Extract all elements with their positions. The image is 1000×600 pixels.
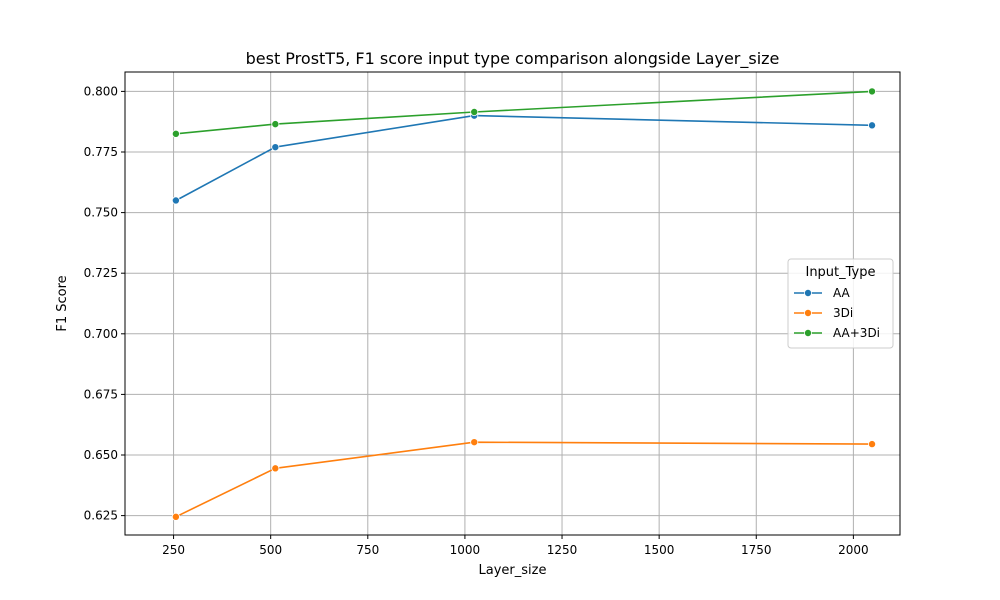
legend-swatch-marker bbox=[804, 288, 813, 297]
x-axis-label: Layer_size bbox=[479, 563, 547, 578]
y-tick-label: 0.675 bbox=[84, 387, 118, 401]
series-line-aa-3di bbox=[175, 90, 873, 135]
series-line-aa bbox=[175, 114, 873, 202]
data-point-3di bbox=[470, 438, 479, 447]
x-tick-label: 1250 bbox=[547, 543, 578, 557]
chart-title: best ProstT5, F1 score input type compar… bbox=[246, 49, 780, 69]
x-tick-label: 1500 bbox=[644, 543, 675, 557]
y-tick-label: 0.750 bbox=[84, 206, 118, 220]
x-tick-label: 750 bbox=[356, 543, 379, 557]
y-tick-label: 0.700 bbox=[84, 327, 118, 341]
y-axis-label: F1 Score bbox=[55, 275, 70, 331]
legend-box bbox=[787, 258, 894, 349]
data-point-3di bbox=[171, 512, 180, 521]
y-tick-label: 0.625 bbox=[84, 509, 118, 523]
series-aa bbox=[171, 111, 877, 205]
data-point-aa-3di bbox=[470, 107, 479, 116]
legend-item-aa-3di: AA+3Di bbox=[794, 326, 880, 340]
data-point-aa-3di bbox=[868, 87, 877, 96]
series-3di bbox=[171, 438, 877, 521]
y-tick-label: 0.650 bbox=[84, 448, 118, 462]
x-tick-label: 250 bbox=[162, 543, 185, 557]
data-point-3di bbox=[868, 440, 877, 449]
legend-swatch-marker bbox=[804, 308, 813, 317]
legend: Input_Type AA 3Di AA+3Di bbox=[787, 258, 894, 349]
x-axis: 250 500 750 1000 1250 1500 1750 2000 bbox=[162, 535, 869, 557]
y-axis: 0.625 0.650 0.675 0.700 0.725 0.750 0.775 0.800 bbox=[84, 84, 125, 523]
data-point-aa bbox=[868, 121, 877, 130]
data-point-aa-3di bbox=[171, 129, 180, 138]
y-tick-label: 0.775 bbox=[84, 145, 118, 159]
y-tick-label: 0.725 bbox=[84, 266, 118, 280]
series-layer bbox=[171, 87, 877, 521]
x-tick-label: 500 bbox=[259, 543, 282, 557]
legend-label: 3Di bbox=[833, 306, 853, 320]
legend-label: AA+3Di bbox=[833, 326, 880, 340]
series-aa-3di bbox=[171, 87, 877, 138]
legend-items: AA 3Di AA+3Di bbox=[794, 286, 880, 340]
data-point-aa-3di bbox=[271, 120, 280, 129]
series-line-3di bbox=[175, 441, 873, 518]
y-tick-label: 0.800 bbox=[84, 84, 118, 98]
data-point-aa bbox=[271, 143, 280, 152]
plot-frame bbox=[124, 71, 901, 536]
data-point-aa bbox=[171, 196, 180, 205]
x-tick-label: 1750 bbox=[741, 543, 772, 557]
legend-item-3di: 3Di bbox=[794, 306, 853, 320]
data-point-3di bbox=[271, 464, 280, 473]
x-tick-label: 2000 bbox=[838, 543, 869, 557]
grid bbox=[125, 72, 900, 535]
legend-title: Input_Type bbox=[805, 265, 875, 280]
legend-label: AA bbox=[833, 286, 851, 300]
legend-item-aa: AA bbox=[794, 286, 851, 300]
x-tick-label: 1000 bbox=[450, 543, 481, 557]
legend-swatch-marker bbox=[804, 328, 813, 337]
